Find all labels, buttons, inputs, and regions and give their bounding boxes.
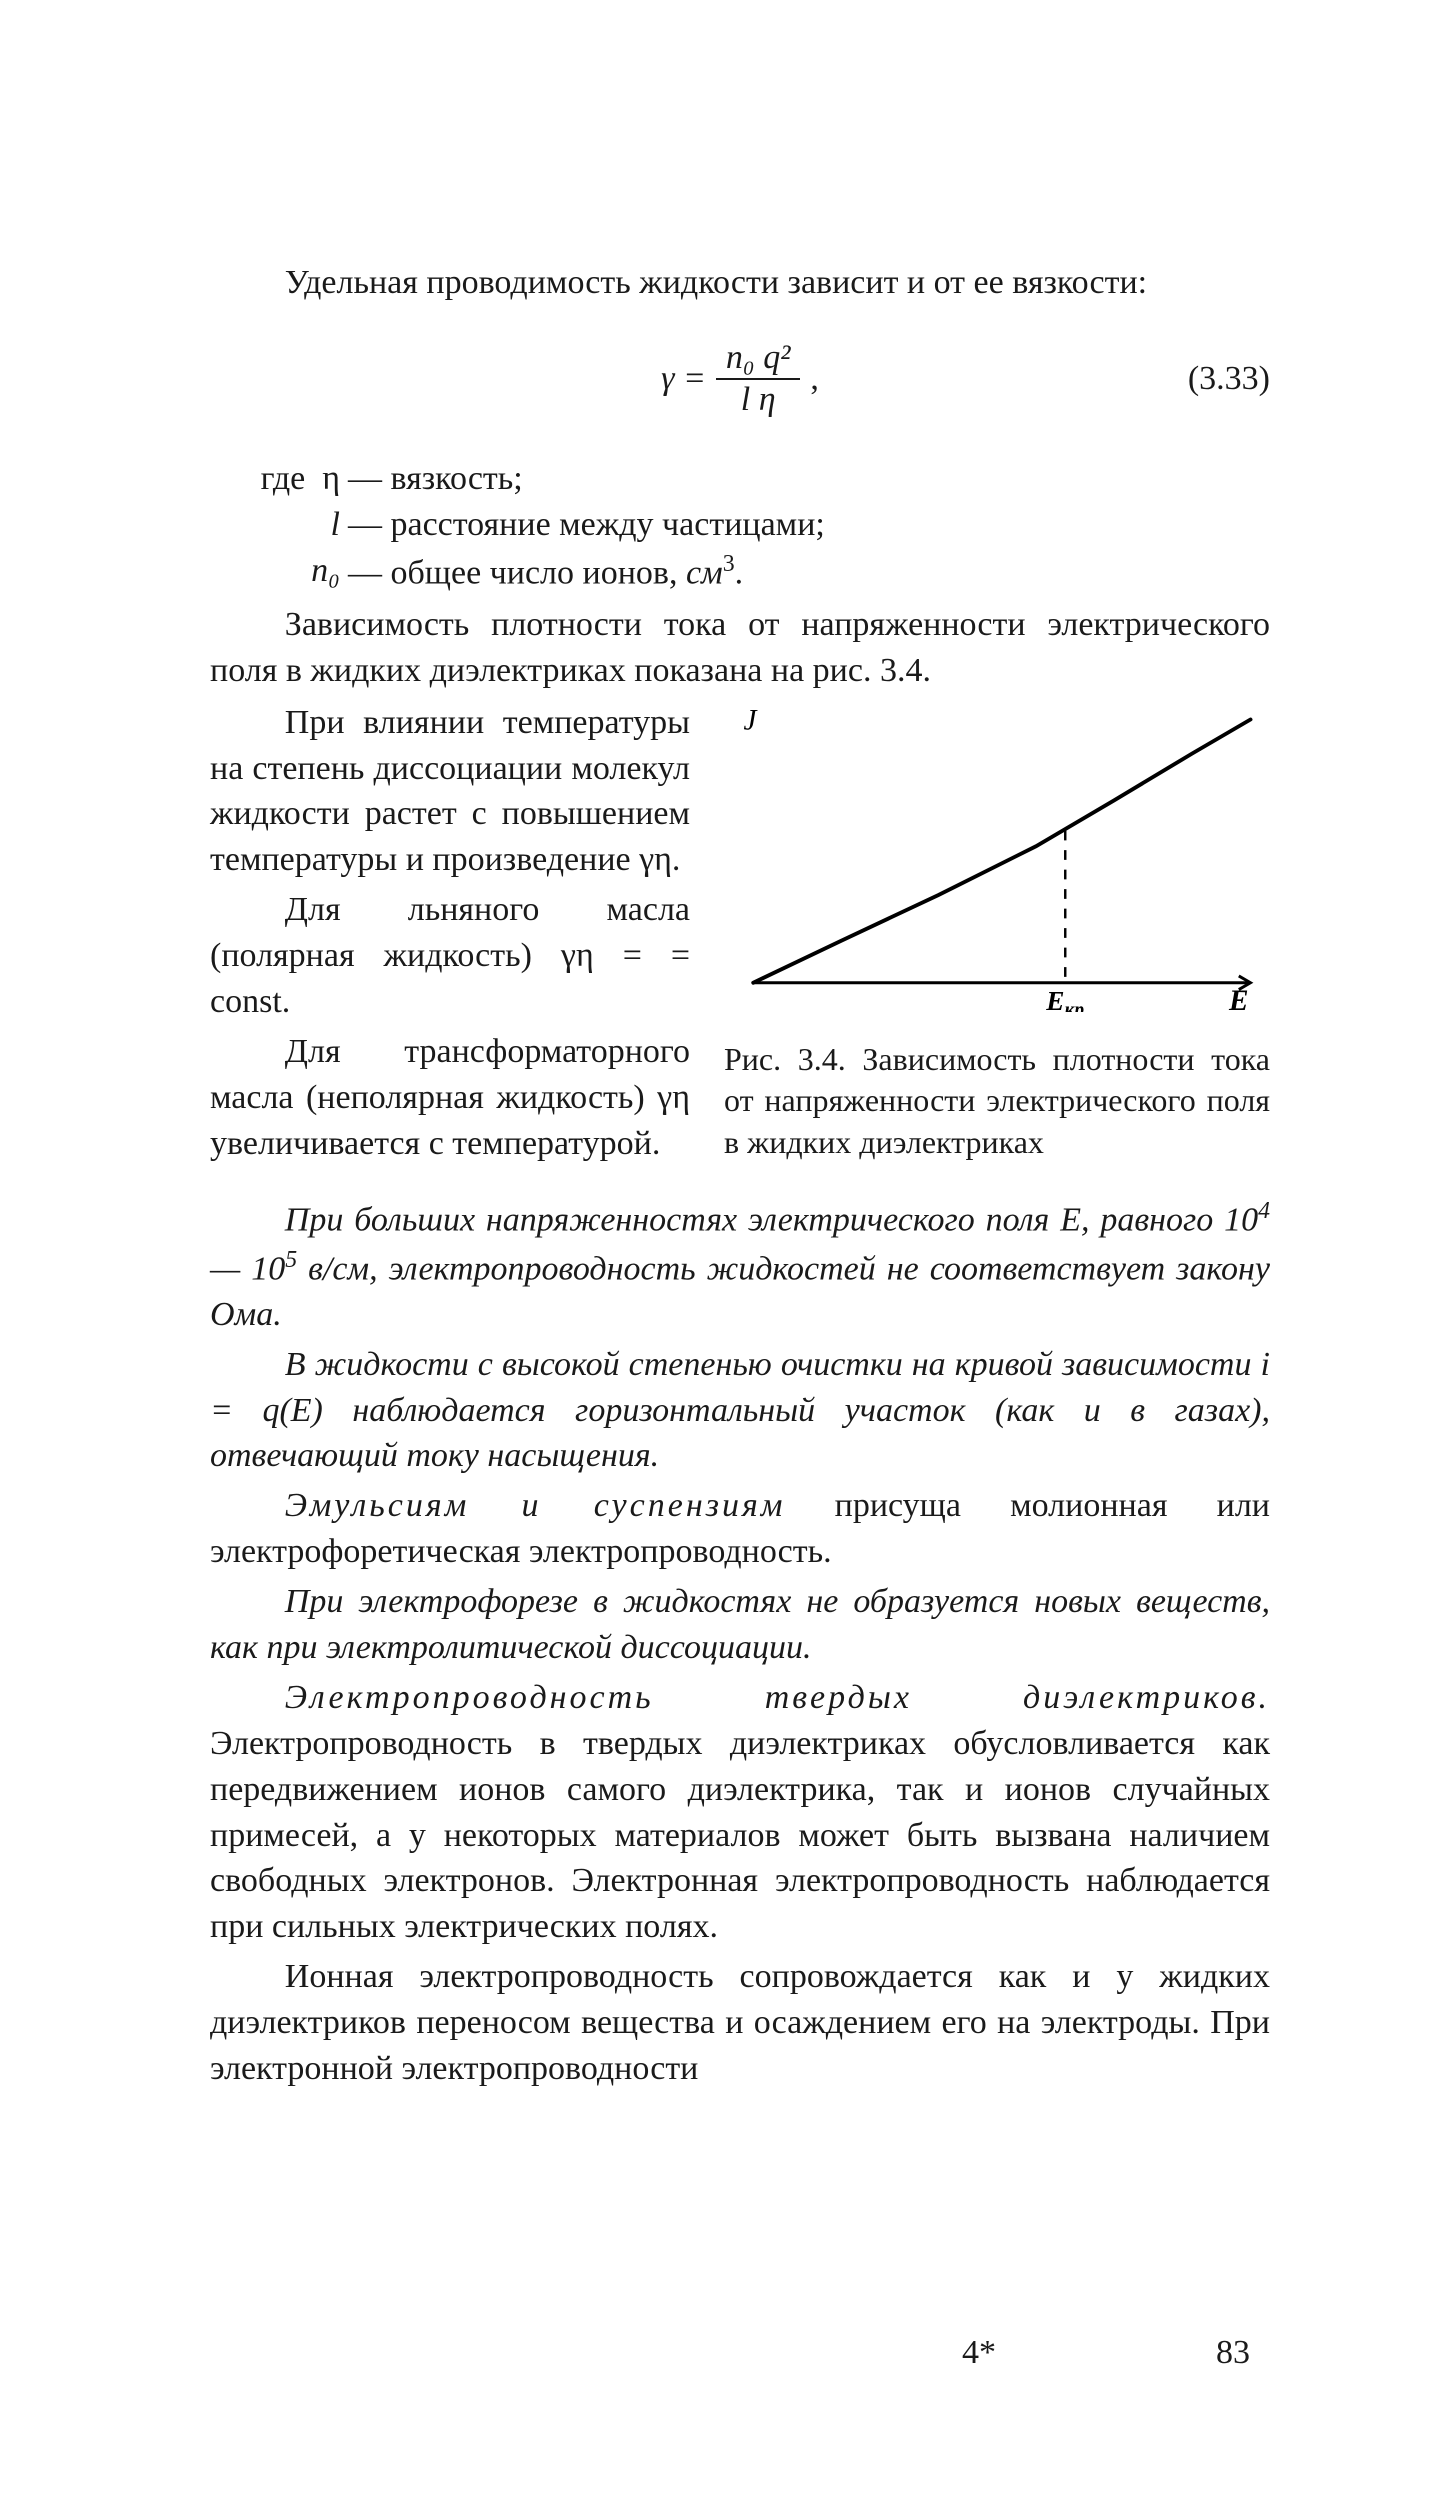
left-p3: Для трансформаторного масла (неполярная … — [210, 1029, 690, 1167]
eq-trailing: , — [810, 356, 819, 402]
figure-caption: Рис. 3.4. Зависимость плотности тока от … — [724, 1039, 1270, 1164]
def-line-2: l — расстояние между частицами; — [210, 502, 1270, 548]
def-text-1: — вязкость; — [348, 456, 1270, 502]
figure: J Eкр E Рис. 3.4. Зависимость плотности то… — [724, 700, 1270, 1164]
equation-number: (3.33) — [1188, 356, 1270, 402]
def-sym-3: n₀ — [210, 548, 348, 596]
def-line-3: n₀ — общее число ионов, см3. — [210, 548, 1270, 596]
eq-fraction: n₀ q² l η — [716, 340, 801, 417]
chart-svg: J Eкр E — [724, 700, 1270, 1012]
def-lead: где η — [210, 456, 348, 502]
after-p4: При электрофорезе в жидкостях не образуе… — [210, 1579, 1270, 1671]
equation: γ = n₀ q² l η , — [661, 340, 819, 417]
svg-text:Eкр: Eкр — [1045, 986, 1084, 1012]
after-p5: Электропроводность твердых диэлектриков.… — [210, 1675, 1270, 1950]
def-text-3: — общее число ионов, см3. — [348, 548, 1270, 596]
left-column: При влиянии температуры на степень диссо… — [210, 700, 690, 1196]
svg-text:J: J — [744, 704, 759, 736]
right-column: J Eкр E Рис. 3.4. Зависимость плотности то… — [724, 700, 1270, 1196]
definitions: где η — вязкость; l — расстояние между ч… — [210, 456, 1270, 596]
signature-mark: 4* — [962, 2330, 996, 2376]
eq-denominator: l η — [741, 380, 776, 418]
left-p1: При влиянии температуры на степень диссо… — [210, 700, 690, 884]
eq-numerator: n₀ q² — [716, 340, 801, 380]
intro-paragraph: Удельная проводимость жидкости зависит и… — [210, 260, 1270, 306]
dependence-paragraph: Зависимость плотности тока от напряженно… — [210, 602, 1270, 694]
svg-text:E: E — [1228, 985, 1249, 1012]
page-container: Удельная проводимость жидкости зависит и… — [0, 0, 1440, 2496]
def-sym-2: l — [210, 502, 348, 548]
def-text-2: — расстояние между частицами; — [348, 502, 1270, 548]
after-p3: Эмульсиям и суспензиям присуща молионная… — [210, 1483, 1270, 1575]
eq-lhs: γ = — [661, 356, 706, 402]
equation-row: γ = n₀ q² l η , (3.33) — [210, 324, 1270, 434]
def-line-1: где η — вязкость; — [210, 456, 1270, 502]
page-number: 83 — [1216, 2330, 1250, 2376]
left-p2: Для льняного масла (полярная жидкость) γ… — [210, 887, 690, 1025]
after-p2: В жидкости с высокой степенью очистки на… — [210, 1342, 1270, 1480]
page-footer: 4* 83 — [962, 2330, 1250, 2376]
after-p1: При больших напряженностях электрическог… — [210, 1195, 1270, 1337]
two-column-section: При влиянии температуры на степень диссо… — [210, 700, 1270, 1196]
after-p6: Ионная электропроводность сопровождается… — [210, 1954, 1270, 2092]
